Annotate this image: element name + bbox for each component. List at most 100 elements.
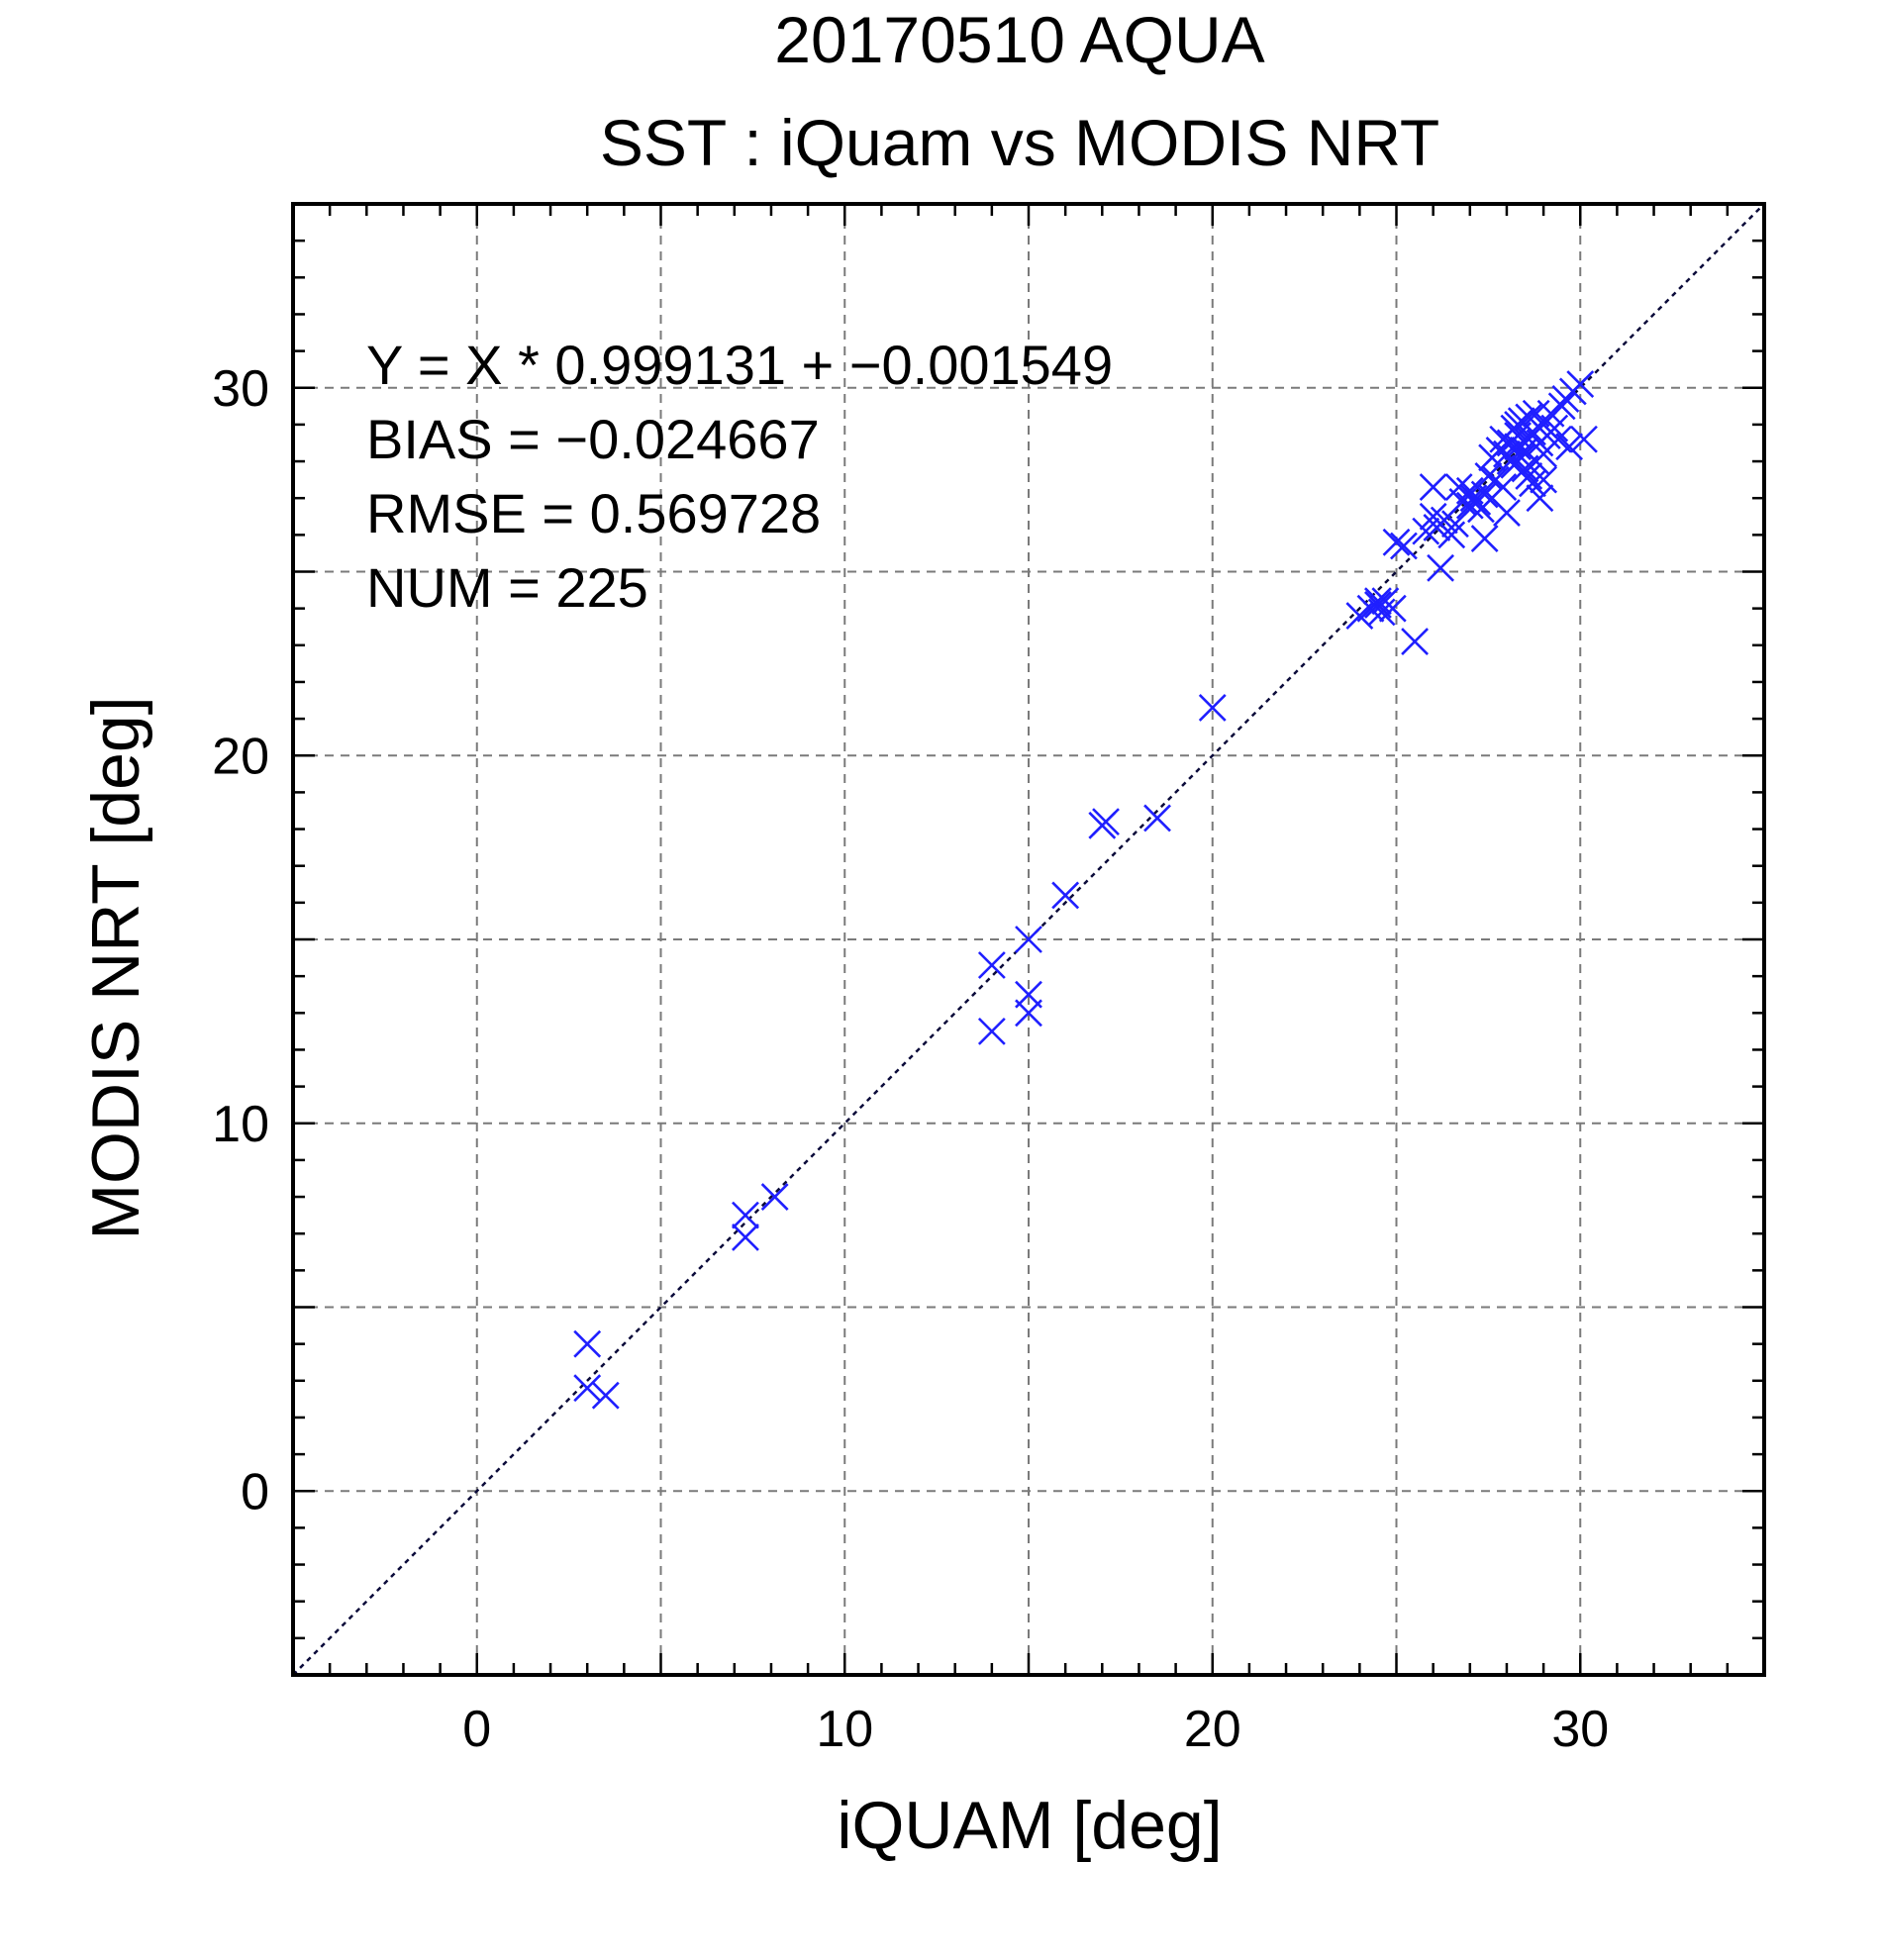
data-point [1474,461,1503,490]
data-point-stroke [1198,694,1227,722]
data-point [1444,473,1473,501]
data-point-stroke [1015,926,1042,953]
data-point [1526,484,1554,513]
data-point-stroke [1540,414,1569,442]
rmse-value: RMSE = 0.569728 [366,482,821,544]
data-point-stroke [1419,502,1447,531]
data-point-stroke [1092,808,1120,836]
data-point [1378,594,1407,623]
data-point-stroke [1474,461,1503,490]
data-point-stroke [1412,517,1440,545]
data-point-stroke [1378,594,1407,623]
data-point-stroke [1444,473,1473,501]
x-axis-label: iQUAM [deg] [837,1788,1222,1863]
grid-lines [293,204,1764,1675]
data-point-stroke [1555,433,1584,461]
y-tick-label: 0 [241,1463,269,1520]
data-point-stroke [977,951,1006,979]
plot-frame [291,202,1766,1677]
data-point-stroke [1526,484,1554,513]
data-point-stroke [1504,410,1533,439]
data-point-stroke [760,1183,789,1211]
stats-box: Y = X * 0.999131 + −0.001549 BIAS = −0.0… [366,334,1113,619]
data-point [760,1183,789,1211]
data-point-stroke [1507,443,1535,472]
data-point-stroke [1401,628,1429,656]
data-point [591,1381,620,1410]
data-point [732,1223,759,1251]
data-point-stroke [573,1374,602,1403]
data-point [1401,628,1429,656]
data-point-stroke [1015,999,1042,1028]
data-point [573,1329,602,1358]
y-tick-label: 20 [212,728,269,785]
data-point-stroke [1367,598,1396,627]
data-point-stroke [1143,804,1171,833]
data-point [1504,410,1533,439]
data-point [1367,598,1396,627]
num-value: NUM = 225 [366,556,648,619]
bias-value: BIAS = −0.024667 [366,408,820,470]
data-point-stroke [1364,591,1392,619]
data-point [977,951,1006,979]
data-point-stroke [1455,476,1484,505]
data-point-stroke [1478,484,1507,513]
data-point-stroke [977,1017,1006,1045]
x-tick-label: 20 [1184,1701,1241,1758]
data-point [1015,926,1042,953]
data-point [1530,440,1558,468]
data-point-stroke [591,1381,620,1410]
x-tick-label: 0 [462,1701,491,1758]
data-point [977,1017,1006,1045]
data-point-stroke [1570,425,1598,453]
data-point-stroke [1382,528,1411,556]
x-tick-label: 30 [1551,1701,1609,1758]
y-tick-label: 30 [212,360,269,418]
data-point [1051,881,1080,910]
data-point-stroke [1470,525,1499,552]
regression-equation: Y = X * 0.999131 + −0.001549 [366,334,1113,396]
data-point-stroke [1522,399,1550,428]
data-point-stroke [1441,510,1469,539]
data-point-stroke [1519,469,1546,498]
data-point [1382,528,1411,556]
data-point-stroke [1455,491,1484,520]
data-point-stroke [1515,461,1543,490]
data-point [1427,553,1454,582]
data-point [573,1374,602,1403]
chart-subtitle: SST : iQuam vs MODIS NRT [600,106,1439,179]
y-tick-label: 10 [212,1096,269,1153]
data-point-stroke [1566,370,1595,398]
tick-labels: 0 10 20 30 0 10 20 30 [212,360,1609,1758]
data-point-stroke [1470,480,1499,509]
data-point [1015,999,1042,1028]
data-point [1555,433,1584,461]
data-point [1419,473,1447,501]
data-point-stroke [1493,499,1521,527]
data-point-stroke [1364,587,1392,616]
data-point [1566,370,1595,398]
x-tick-label: 10 [816,1701,873,1758]
data-point [1437,521,1466,549]
data-point [732,1201,759,1229]
data-point-stroke [1427,553,1454,582]
data-point [1441,510,1469,539]
data-point [1515,461,1543,490]
data-point [1455,491,1484,520]
data-point-stroke [732,1201,759,1229]
data-point-stroke [1530,440,1558,468]
y-axis-label: MODIS NRT [deg] [78,696,153,1239]
data-point [1570,425,1598,453]
data-point [1478,484,1507,513]
data-point [1143,804,1171,833]
data-point-stroke [1390,532,1418,560]
data-point-stroke [732,1223,759,1251]
data-point-stroke [1437,521,1466,549]
data-point-stroke [1419,473,1447,501]
data-point [1364,587,1392,616]
data-point [1519,469,1546,498]
data-point-stroke [1051,881,1080,910]
data-point [1390,532,1418,560]
chart-title: 20170510 AQUA [774,3,1264,76]
